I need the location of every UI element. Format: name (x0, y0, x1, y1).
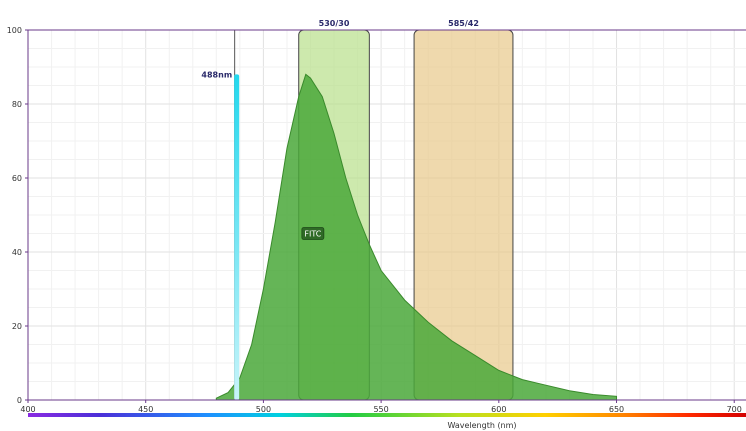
y-tick-label: 60 (12, 174, 22, 183)
laser-label: 488nm (201, 70, 232, 79)
emission-area (215, 73, 618, 401)
x-tick-label: 650 (609, 405, 624, 414)
y-tick-label: 20 (12, 322, 22, 331)
filter-label: 585/42 (448, 19, 479, 28)
x-tick-label: 450 (138, 405, 153, 414)
dye-label: FITC (304, 230, 321, 239)
x-axis-title: Wavelength (nm) (447, 421, 516, 430)
x-tick-label: 500 (256, 405, 271, 414)
y-tick-label: 100 (7, 26, 22, 35)
laser-bar (234, 74, 240, 401)
x-tick-label: 400 (20, 405, 35, 414)
y-tick-label: 0 (17, 396, 22, 405)
filter-label: 530/30 (319, 19, 350, 28)
x-tick-label: 550 (373, 405, 388, 414)
spectrum-bar (28, 413, 746, 417)
dye-label-badge (301, 227, 325, 240)
axes: 0 20 40 60 80 100 400 450 500 550 600 650 700 (7, 26, 746, 414)
laser: 488nm (201, 30, 240, 401)
x-tick-label: 700 (727, 405, 742, 414)
series: FITC (215, 73, 618, 401)
y-tick-label: 80 (12, 100, 22, 109)
y-tick-label: 40 (12, 248, 22, 257)
x-tick-label: 600 (491, 405, 506, 414)
